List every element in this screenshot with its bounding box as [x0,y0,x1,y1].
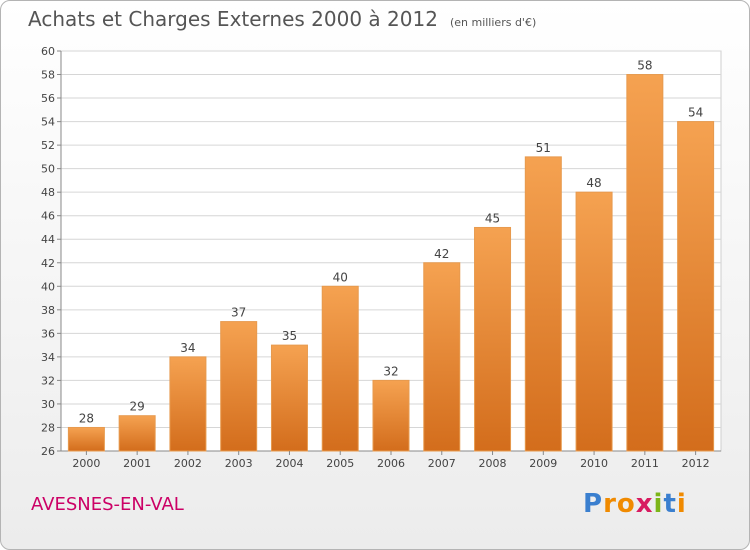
bar-value-label: 32 [383,364,398,378]
bar-value-label: 37 [231,306,246,320]
x-tick-label: 2007 [428,457,456,470]
y-tick-label: 36 [41,327,55,340]
bar [220,321,258,452]
x-tick-label: 2006 [377,457,405,470]
logo-letter: P [583,489,604,519]
y-tick-label: 26 [41,445,55,458]
y-tick-label: 44 [41,233,55,246]
bar-value-label: 34 [180,341,195,355]
y-tick-label: 58 [41,69,55,82]
logo-letter: o [616,489,636,519]
chart-title: Achats et Charges Externes 2000 à 2012 (e… [28,7,536,31]
bar [67,426,105,452]
bar-value-label: 45 [485,211,500,225]
y-tick-label: 56 [41,92,55,105]
bar [626,74,664,452]
bar-value-label: 48 [586,176,601,190]
x-tick-label: 2012 [682,457,710,470]
y-tick-label: 60 [41,45,55,58]
y-tick-label: 40 [41,280,55,293]
x-tick-label: 2005 [326,457,354,470]
logo-letter: i [653,489,664,519]
x-tick-label: 2011 [631,457,659,470]
y-tick-label: 48 [41,186,55,199]
bar [423,262,461,452]
bar [575,191,613,452]
bar [270,344,308,452]
logo-letter: t [663,489,677,519]
bar-value-label: 29 [130,400,145,414]
logo-letter: i [676,489,687,519]
proxiti-logo[interactable]: Proxiti [583,489,687,519]
bar [372,379,410,452]
x-tick-label: 2010 [580,457,608,470]
y-tick-label: 34 [41,351,55,364]
bar-value-label: 54 [688,106,703,120]
bar [321,285,359,452]
bar-value-label: 42 [434,247,449,261]
bar [524,156,562,452]
y-tick-label: 30 [41,398,55,411]
bar [118,415,156,452]
y-tick-label: 52 [41,139,55,152]
bar-value-label: 51 [536,141,551,155]
bar-value-label: 40 [333,270,348,284]
region-name: AVESNES-EN-VAL [31,494,184,515]
chart-unit: (en milliers d'€) [449,16,537,29]
x-tick-label: 2009 [529,457,557,470]
x-tick-label: 2003 [225,457,253,470]
bar-value-label: 58 [637,59,652,73]
bar-value-label: 28 [79,411,94,425]
bar [169,356,207,452]
bar [677,121,715,452]
bar [474,226,512,452]
x-tick-label: 2004 [275,457,303,470]
chart-title-text: Achats et Charges Externes 2000 à 2012 [28,7,438,31]
logo-letter: x [635,489,654,519]
y-tick-label: 50 [41,163,55,176]
logo-letter: r [603,489,617,519]
y-tick-label: 38 [41,304,55,317]
x-tick-label: 2002 [174,457,202,470]
x-tick-label: 2000 [72,457,100,470]
x-tick-label: 2001 [123,457,151,470]
x-tick-label: 2008 [479,457,507,470]
y-tick-label: 28 [41,421,55,434]
y-tick-label: 42 [41,257,55,270]
y-tick-label: 46 [41,210,55,223]
bar-value-label: 35 [282,329,297,343]
y-tick-label: 32 [41,374,55,387]
y-tick-label: 54 [41,116,55,129]
